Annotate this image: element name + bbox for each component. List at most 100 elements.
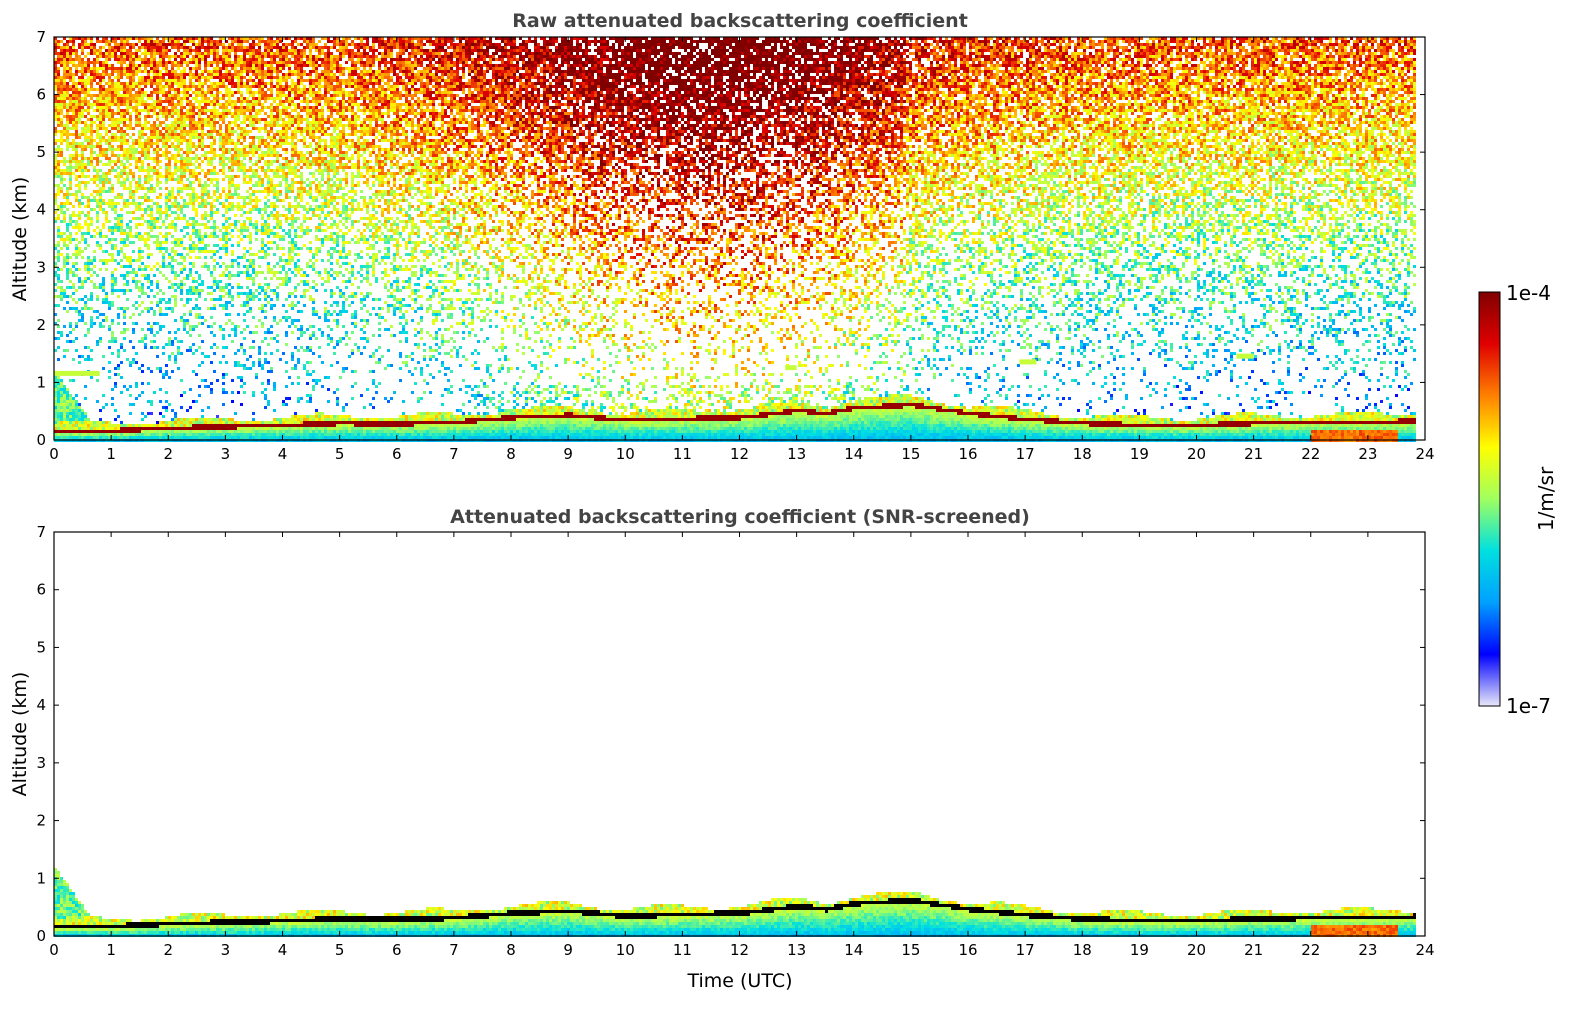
heatmap-cell — [90, 148, 93, 151]
heatmap-cell — [87, 211, 90, 214]
heatmap-cell — [81, 163, 84, 166]
heatmap-cell — [84, 130, 87, 133]
heatmap-cell — [72, 433, 75, 436]
heatmap-cell — [87, 256, 90, 259]
heatmap-cell — [72, 73, 75, 76]
heatmap-cell — [87, 229, 90, 232]
heatmap-cell — [90, 79, 93, 82]
heatmap-cell — [81, 100, 84, 103]
heatmap-cell — [60, 169, 63, 172]
heatmap-cell — [66, 169, 69, 172]
heatmap-cell — [57, 415, 60, 418]
heatmap-cell — [84, 40, 87, 43]
heatmap-cell — [66, 208, 69, 211]
heatmap-cell — [78, 61, 81, 64]
heatmap-cell — [57, 145, 60, 148]
heatmap-cell — [81, 166, 84, 169]
heatmap-cell — [87, 223, 90, 226]
heatmap-cell — [78, 250, 81, 253]
heatmap-cell — [87, 259, 90, 262]
heatmap-cell — [87, 67, 90, 70]
heatmap-cell — [69, 55, 72, 58]
heatmap-cell — [87, 328, 90, 331]
heatmap-cell — [81, 40, 84, 43]
heatmap-cell — [63, 238, 66, 241]
heatmap-cell — [84, 46, 87, 49]
heatmap-cell — [57, 277, 60, 280]
heatmap-cell — [69, 322, 72, 325]
heatmap-cell — [69, 217, 72, 220]
heatmap-cell — [87, 262, 90, 265]
heatmap-cell — [66, 145, 69, 148]
heatmap-cell — [90, 298, 93, 301]
heatmap-cell — [66, 130, 69, 133]
heatmap-cell — [60, 109, 63, 112]
heatmap-cell — [72, 406, 75, 409]
heatmap-cell — [84, 196, 87, 199]
heatmap-cell — [75, 100, 78, 103]
heatmap-cell — [60, 238, 63, 241]
heatmap-cell — [75, 64, 78, 67]
heatmap-cell — [93, 130, 96, 133]
heatmap-cell — [63, 406, 66, 409]
heatmap-cell — [57, 250, 60, 253]
heatmap-cell — [90, 220, 93, 223]
heatmap-cell — [93, 157, 96, 160]
heatmap-cell — [63, 196, 66, 199]
heatmap-cell — [66, 433, 69, 436]
heatmap-cell — [72, 307, 75, 310]
heatmap-cell — [75, 130, 78, 133]
heatmap-cell — [93, 169, 96, 172]
heatmap-cell — [84, 139, 87, 142]
heatmap-cell — [84, 70, 87, 73]
heatmap-cell — [72, 139, 75, 142]
heatmap-cell — [57, 274, 60, 277]
heatmap-cell — [66, 394, 69, 397]
heatmap-cell — [87, 421, 90, 424]
heatmap-cell — [90, 70, 93, 73]
heatmap-cell — [75, 124, 78, 127]
heatmap-cell — [72, 424, 75, 427]
heatmap-cell — [72, 82, 75, 85]
heatmap-cell — [66, 49, 69, 52]
heatmap-cell — [72, 145, 75, 148]
heatmap-cell — [69, 94, 72, 97]
heatmap-cell — [57, 85, 60, 88]
heatmap-cell — [84, 238, 87, 241]
heatmap-cell — [81, 430, 84, 433]
heatmap-cell — [60, 118, 63, 121]
heatmap-cell — [81, 307, 84, 310]
heatmap-cell — [63, 265, 66, 268]
heatmap-cell — [90, 115, 93, 118]
heatmap-cell — [81, 130, 84, 133]
heatmap-cell — [78, 241, 81, 244]
heatmap-cell — [75, 73, 78, 76]
heatmap-cell — [63, 292, 66, 295]
heatmap-cell — [75, 103, 78, 106]
heatmap-cell — [87, 418, 90, 421]
heatmap-cell — [87, 103, 90, 106]
heatmap-cell — [90, 118, 93, 121]
heatmap-cell — [66, 403, 69, 406]
heatmap-cell — [60, 64, 63, 67]
heatmap-cell — [75, 427, 78, 430]
heatmap-cell — [63, 130, 66, 133]
heatmap-cell — [75, 256, 78, 259]
heatmap-cell — [78, 268, 81, 271]
heatmap-cell — [81, 67, 84, 70]
heatmap-cell — [93, 115, 96, 118]
heatmap-cell — [57, 325, 60, 328]
heatmap-cell — [57, 61, 60, 64]
heatmap-cell — [84, 82, 87, 85]
heatmap-cell — [81, 232, 84, 235]
heatmap-cell — [75, 232, 78, 235]
heatmap-cell — [87, 145, 90, 148]
heatmap-cell — [81, 70, 84, 73]
heatmap-cell — [78, 313, 81, 316]
heatmap-cell — [69, 214, 72, 217]
heatmap-cell — [63, 325, 66, 328]
heatmap-cell — [81, 280, 84, 283]
heatmap-cell — [87, 214, 90, 217]
heatmap-cell — [57, 226, 60, 229]
raw-backscatter-heatmap — [54, 37, 1416, 442]
